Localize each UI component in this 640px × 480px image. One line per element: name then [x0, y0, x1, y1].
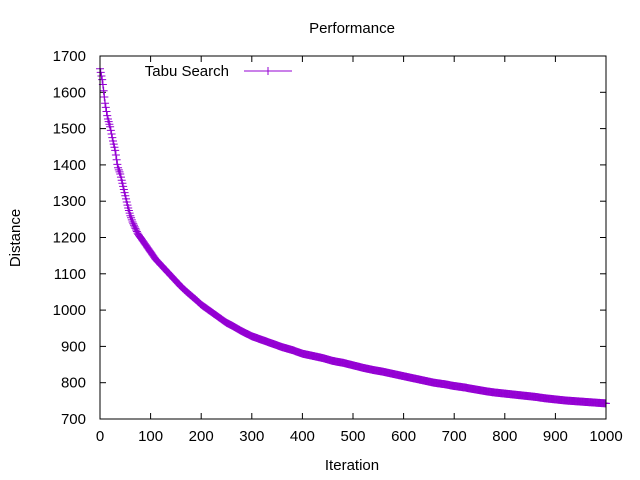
legend: Tabu Search: [145, 63, 292, 80]
data-point-marker: [101, 99, 110, 108]
y-tick-label: 1100: [54, 266, 86, 283]
data-point-marker: [111, 146, 120, 155]
series-layer: [96, 64, 610, 408]
y-axis-label: Distance: [7, 209, 24, 267]
x-tick-label: 900: [543, 428, 568, 445]
y-tick-label: 1300: [53, 193, 86, 210]
data-point-marker: [115, 167, 124, 176]
data-point-marker: [100, 92, 109, 101]
x-tick-label: 700: [442, 428, 467, 445]
data-point-marker: [101, 103, 110, 112]
data-point-marker: [128, 217, 137, 226]
y-tick-label: 1200: [53, 230, 86, 247]
data-point-marker: [113, 160, 122, 169]
data-point-marker: [108, 133, 117, 142]
x-tick-label: 500: [340, 428, 365, 445]
data-point-marker: [111, 151, 120, 160]
data-point-marker: [106, 126, 115, 135]
y-tick-label: 1600: [53, 84, 86, 101]
chart-title: Performance: [309, 20, 395, 37]
x-axis-label: Iteration: [325, 457, 379, 474]
data-point-marker: [127, 213, 136, 222]
data-point-marker: [96, 68, 105, 77]
x-tick-label: 100: [138, 428, 163, 445]
y-tick-label: 1400: [53, 157, 86, 174]
y-tick-label: 1500: [53, 121, 86, 138]
x-tick-label: 200: [189, 428, 214, 445]
y-tick-label: 1700: [53, 48, 86, 65]
y-tick-label: 800: [61, 375, 86, 392]
data-point-marker: [97, 71, 106, 80]
data-point-marker: [127, 215, 136, 224]
x-tick-label: 600: [391, 428, 416, 445]
y-tick-label: 700: [61, 411, 86, 428]
data-point-marker: [99, 86, 108, 95]
x-tick-label: 1000: [589, 428, 622, 445]
data-point-marker: [126, 211, 135, 220]
legend-swatch-marker: [264, 67, 272, 75]
data-point-marker: [114, 163, 123, 172]
plot-frame: [99, 55, 607, 420]
series-line: [99, 68, 607, 404]
data-point-marker: [112, 155, 121, 164]
data-point-marker: [107, 130, 116, 139]
data-point-marker: [103, 111, 112, 120]
x-tick-label: 400: [290, 428, 315, 445]
data-point-marker: [114, 165, 123, 174]
legend-label: Tabu Search: [145, 63, 229, 80]
y-tick-label: 900: [61, 338, 86, 355]
data-point-marker: [106, 122, 115, 131]
y-tick-label: 1000: [53, 302, 86, 319]
data-point-marker: [102, 107, 111, 116]
data-point-marker: [98, 75, 107, 84]
x-tick-label: 0: [96, 428, 104, 445]
x-tick-label: 300: [239, 428, 264, 445]
axis-ticks: 0 100 200 300 400 500 600 700 800 900 1000 700 800 90…: [53, 48, 623, 445]
x-tick-label: 800: [492, 428, 517, 445]
